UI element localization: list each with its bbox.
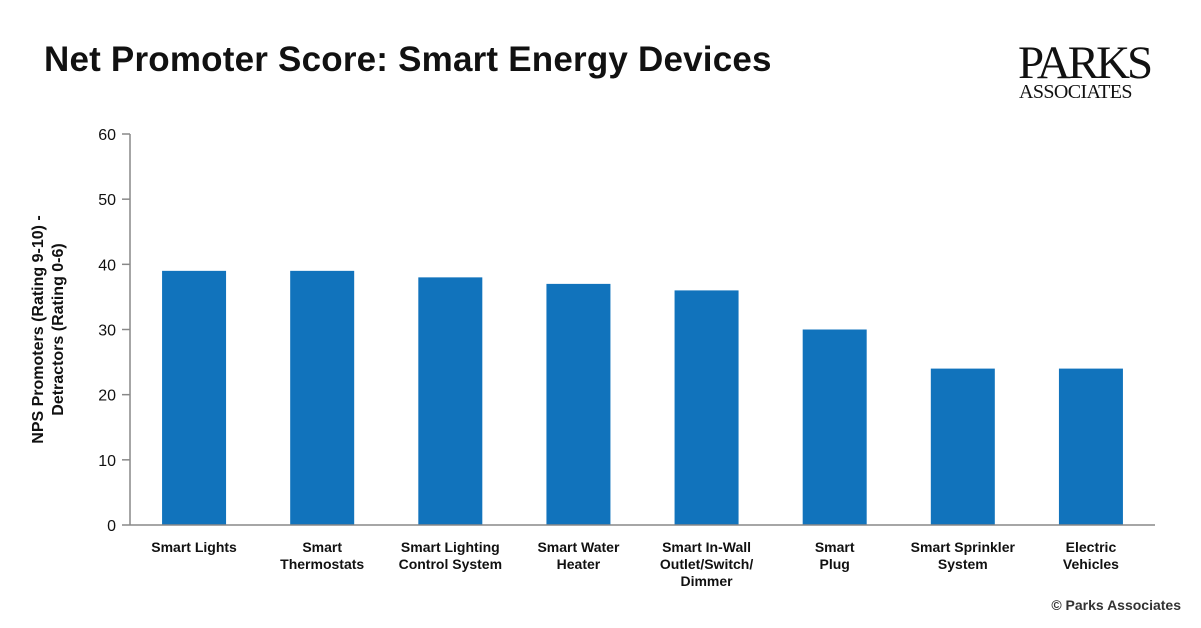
x-tick-label-line: Dimmer xyxy=(680,573,733,589)
x-tick-label-line: Outlet/Switch/ xyxy=(660,556,753,572)
y-tick-label: 30 xyxy=(98,323,116,340)
y-tick-label: 50 xyxy=(98,192,116,209)
x-tick-label-line: Thermostats xyxy=(280,556,364,572)
y-tick-label: 60 xyxy=(98,127,116,144)
x-tick-label-line: Electric xyxy=(1066,539,1117,555)
x-tick-label-line: Smart xyxy=(302,539,342,555)
x-tick-label-line: Plug xyxy=(820,556,850,572)
x-tick-label: Smart Lighting Control System xyxy=(399,539,502,572)
y-tick-label: 10 xyxy=(98,453,116,470)
x-tick-label: Smart Plug xyxy=(815,539,855,572)
y-axis: 0 10 20 30 40 50 60 xyxy=(98,127,131,535)
x-tick-label-line: Vehicles xyxy=(1063,556,1119,572)
bar xyxy=(162,270,227,525)
x-tick-label-line: Smart Sprinkler xyxy=(911,539,1016,555)
bar xyxy=(418,277,483,525)
y-tick-label: 0 xyxy=(107,518,116,535)
x-tick-label: Smart Thermostats xyxy=(280,539,364,572)
x-tick-label: Smart In-Wall Outlet/Switch/Dimmer xyxy=(660,539,753,589)
y-axis-title-line: NPS Promoters (Rating 9-10) - xyxy=(30,215,47,443)
x-tick-label-line: Smart xyxy=(815,539,855,555)
x-tick-label-line: Smart In-Wall xyxy=(662,539,751,555)
x-tick-label-line: Heater xyxy=(557,556,601,572)
y-axis-title-line: Detractors (Rating 0-6) xyxy=(50,243,67,415)
chart-title: Net Promoter Score: Smart Energy Devices xyxy=(44,40,772,79)
y-tick-label: 40 xyxy=(98,257,116,274)
copyright-text: © Parks Associates xyxy=(1051,597,1181,613)
x-tick-label-line: Smart Lighting xyxy=(401,539,500,555)
x-tick-label-line: Control System xyxy=(399,556,502,572)
bar xyxy=(802,329,867,525)
y-axis-label: NPS Promoters (Rating 9-10) - Detractors … xyxy=(30,215,67,443)
logo-line-2: ASSOCIATES xyxy=(1019,81,1133,103)
bar xyxy=(290,270,355,525)
x-tick-label: Smart Sprinkler System xyxy=(911,539,1016,572)
bars xyxy=(162,270,1123,525)
parks-associates-logo: PARKS ASSOCIATES xyxy=(1018,40,1158,106)
bar xyxy=(1058,368,1123,525)
bar xyxy=(546,283,611,525)
x-tick-label-line: Smart Water xyxy=(537,539,620,555)
x-tick-label-line: Smart Lights xyxy=(151,539,237,555)
x-tick-label: Electric Vehicles xyxy=(1063,539,1119,572)
bar xyxy=(674,290,739,525)
x-tick-label-line: System xyxy=(938,556,988,572)
x-tick-label: Smart Lights xyxy=(151,539,237,555)
logo-line-1: PARKS xyxy=(1018,37,1153,89)
y-axis-title: NPS Promoters (Rating 9-10) - Detractors … xyxy=(30,215,67,443)
y-tick-label: 20 xyxy=(98,388,116,405)
bar xyxy=(930,368,995,525)
x-tick-label: Smart Water Heater xyxy=(537,539,620,572)
